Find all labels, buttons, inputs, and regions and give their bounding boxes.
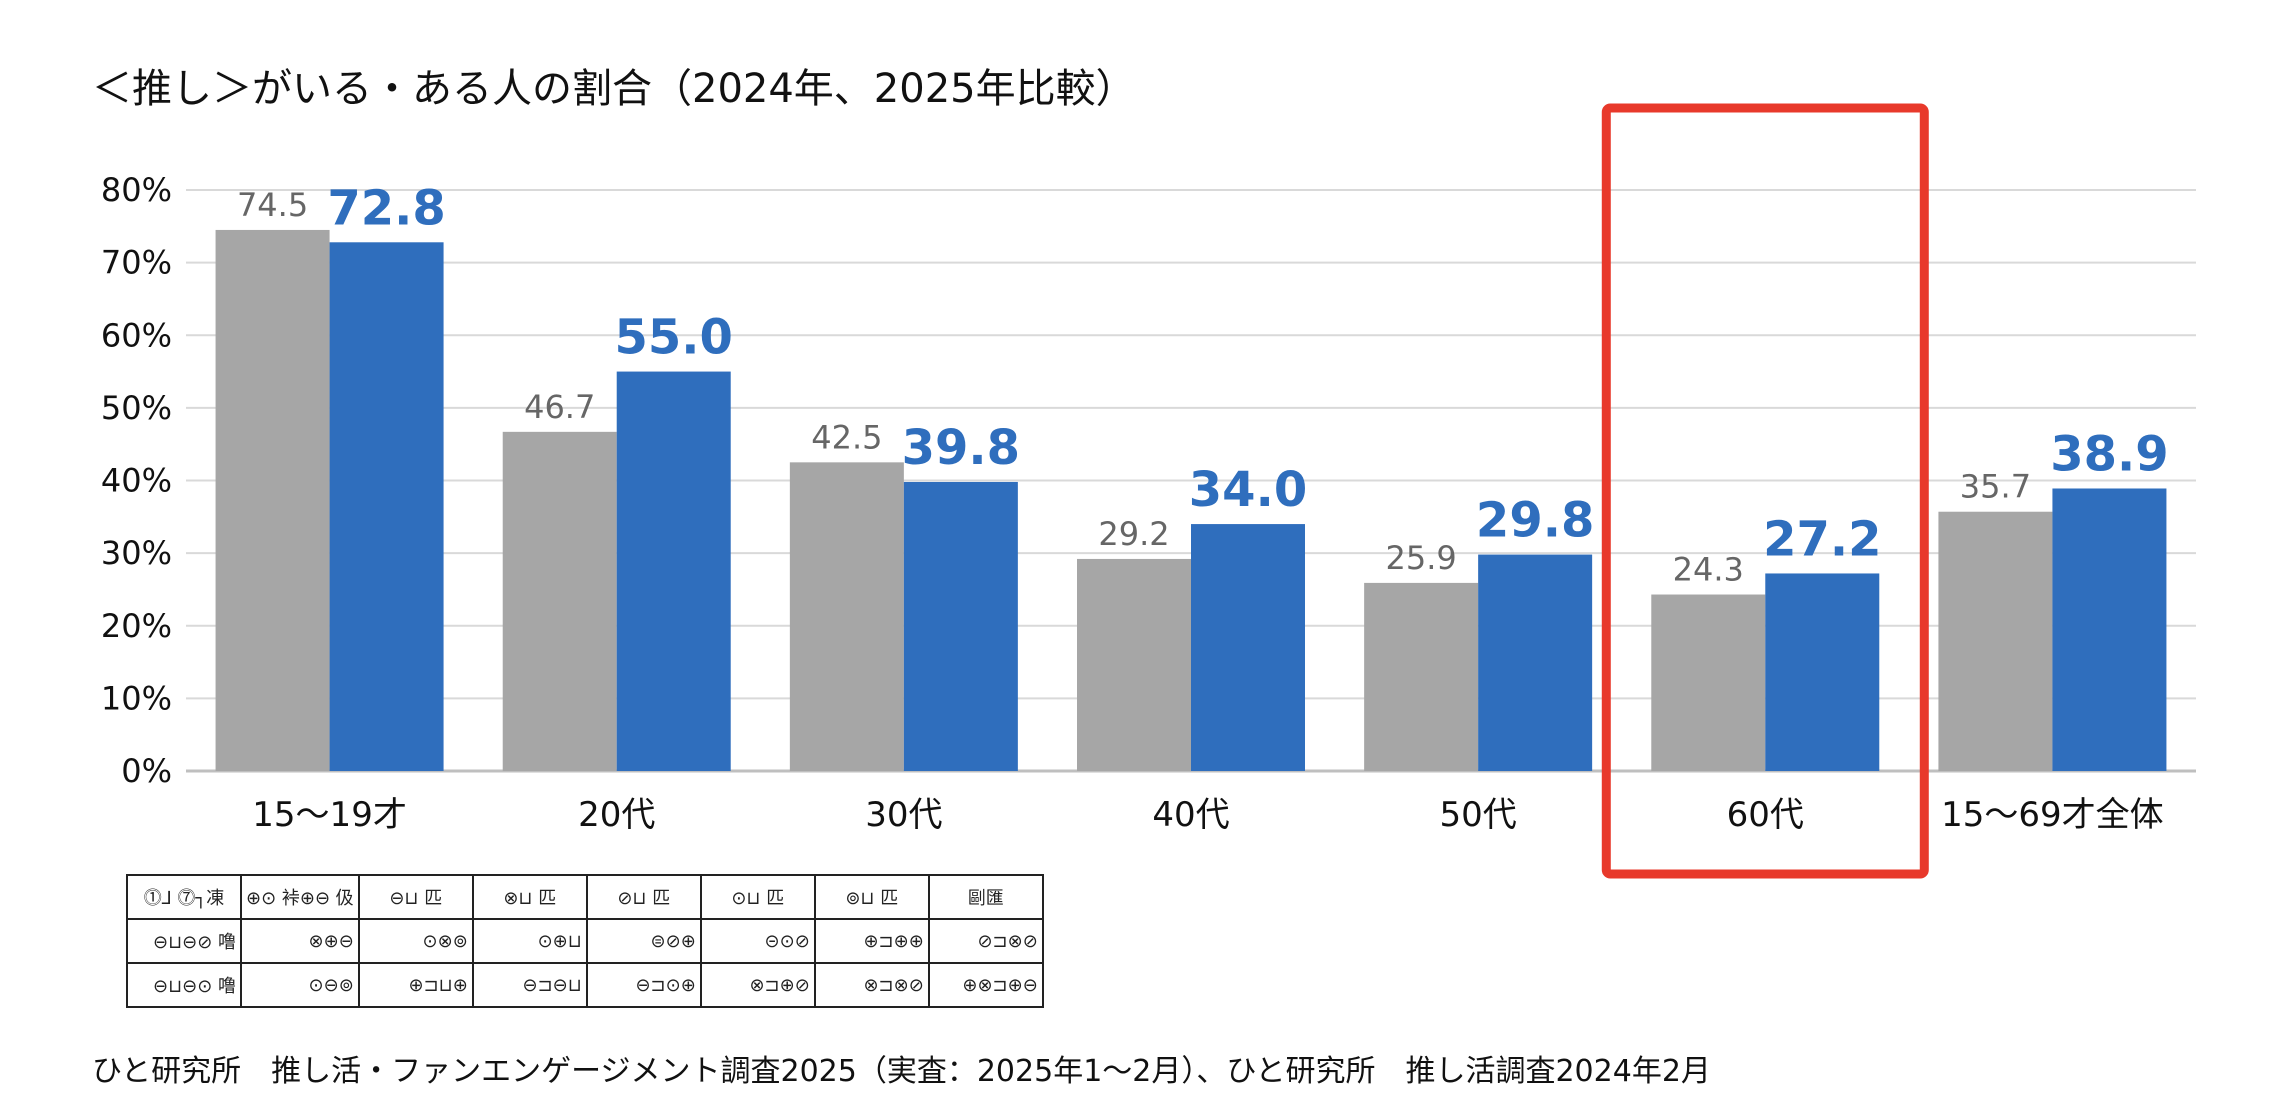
bar-2024 [1938, 511, 2053, 771]
data-label-2025: 55.0 [614, 310, 732, 366]
y-tick-label: 0% [121, 752, 172, 790]
data-label-2025: 34.0 [1189, 462, 1307, 518]
data-label-2024: 46.7 [524, 388, 595, 426]
y-tick-label: 40% [101, 462, 172, 500]
table-cell: ⊗⊐⊗⊘ [813, 962, 930, 1008]
y-tick-label: 70% [101, 244, 172, 282]
y-tick-label: 60% [101, 316, 172, 354]
bar-2025 [329, 242, 444, 772]
bar-2024 [1077, 558, 1191, 771]
x-tick-label: 60代 [1727, 795, 1804, 835]
bar-2025 [1191, 524, 1305, 771]
table-row: ⊖⊔⊖⊙ 噜 ⊙⊖⊚ ⊕⊐⊔⊕ ⊖⊐⊖⊔ ⊖⊐⊙⊕ ⊗⊐⊕⊘ ⊗⊐⊗⊘ ⊕⊗⊐⊕… [126, 962, 1044, 1008]
data-label-2024: 25.9 [1386, 539, 1457, 577]
table-header-row: ⓵⅃ ⓻┐凍 ⊕⊙ 裃⊕⊖ 伋 ⊖⊔ 匹 ⊗⊔ 匹 ⊘⊔ 匹 ⊙⊔ 匹 ⊚⊔ 匹… [126, 874, 1044, 920]
bar-2024 [502, 431, 617, 771]
table-cell: ⊕⊐⊔⊕ [357, 962, 474, 1008]
table-cell: ⊘⊐⊗⊘ [927, 918, 1044, 964]
data-label-2025: 72.8 [327, 180, 445, 236]
table-cell: ⓵⅃ ⓻┐凍 [126, 874, 242, 920]
bar-2024 [1651, 594, 1766, 771]
data-label-2024: 29.2 [1098, 515, 1169, 553]
x-tick-label: 30代 [865, 795, 942, 835]
table-cell: ⊗⊐⊕⊘ [699, 962, 816, 1008]
y-tick-label: 50% [101, 389, 172, 427]
table-cell: ⊖⊔⊖⊙ 噜 [126, 962, 242, 1008]
data-label-2024: 74.5 [237, 186, 308, 224]
table-cell: ⊗⊕⊖ [240, 918, 360, 964]
sample-size-table: ⓵⅃ ⓻┐凍 ⊕⊙ 裃⊕⊖ 伋 ⊖⊔ 匹 ⊗⊔ 匹 ⊘⊔ 匹 ⊙⊔ 匹 ⊚⊔ 匹… [126, 874, 1044, 1008]
table-row: ⊖⊔⊖⊘ 噜 ⊗⊕⊖ ⊙⊗⊚ ⊙⊕⊔ ⊜⊘⊕ ⊝⊙⊘ ⊕⊐⊕⊕ ⊘⊐⊗⊘ [126, 918, 1044, 964]
bar-2025 [616, 371, 731, 771]
table-cell: ⊕⊐⊕⊕ [813, 918, 930, 964]
x-tick-label: 15～19才 [252, 795, 407, 835]
data-label-2024: 42.5 [811, 418, 882, 456]
data-label-2025: 29.8 [1476, 493, 1594, 549]
bar-2025 [1478, 554, 1593, 771]
table-cell: ⊕⊗⊐⊕⊖ [927, 962, 1044, 1008]
table-cell: ⊕⊙ 裃⊕⊖ 伋 [240, 874, 360, 920]
table-cell: ⊖⊔ 匹 [357, 874, 474, 920]
table-cell: ⊖⊔⊖⊘ 噜 [126, 918, 242, 964]
table-cell: ⊙⊗⊚ [357, 918, 474, 964]
y-tick-label: 20% [101, 607, 172, 645]
chart-title: ＜推し＞がいる・ある人の割合（2024年、2025年比較） [92, 66, 1136, 112]
x-tick-label: 15～69才全体 [1941, 795, 2164, 835]
data-label-2024: 35.7 [1960, 468, 2031, 506]
table-cell: ⊖⊐⊙⊕ [585, 962, 702, 1008]
y-tick-label: 80% [101, 171, 172, 209]
table-cell: ⊙⊔ 匹 [699, 874, 816, 920]
data-label-2025: 38.9 [2050, 426, 2168, 482]
table-cell: ⊝⊙⊘ [699, 918, 816, 964]
table-cell: ⊜⊘⊕ [585, 918, 702, 964]
bar-2024 [1364, 582, 1479, 771]
x-tick-label: 20代 [578, 795, 655, 835]
table-cell: ⊗⊔ 匹 [471, 874, 588, 920]
bar-2025 [903, 481, 1018, 771]
y-tick-label: 10% [101, 679, 172, 717]
bar-2025 [2052, 488, 2167, 771]
data-label-2025: 27.2 [1763, 511, 1881, 567]
source-note: ひと研究所 推し活・ファンエンゲージメント調査2025（実査：2025年1～2月… [92, 1054, 1711, 1089]
highlight-box [1601, 103, 1929, 879]
table-cell: ⊚⊔ 匹 [813, 874, 930, 920]
data-label-2024: 24.3 [1673, 551, 1744, 589]
bar-2025 [1765, 573, 1880, 771]
bar-2024 [215, 229, 330, 772]
x-tick-label: 50代 [1440, 795, 1517, 835]
data-label-2025: 39.8 [902, 420, 1020, 476]
table-cell: ⊙⊖⊚ [240, 962, 360, 1008]
bar-2024 [789, 462, 904, 771]
table-cell: ⊘⊔ 匹 [585, 874, 702, 920]
table-cell: ⊙⊕⊔ [471, 918, 588, 964]
table-cell: ⊖⊐⊖⊔ [471, 962, 588, 1008]
y-tick-label: 30% [101, 534, 172, 572]
table-cell: 剾匯 [927, 874, 1044, 920]
x-tick-label: 40代 [1152, 795, 1229, 835]
